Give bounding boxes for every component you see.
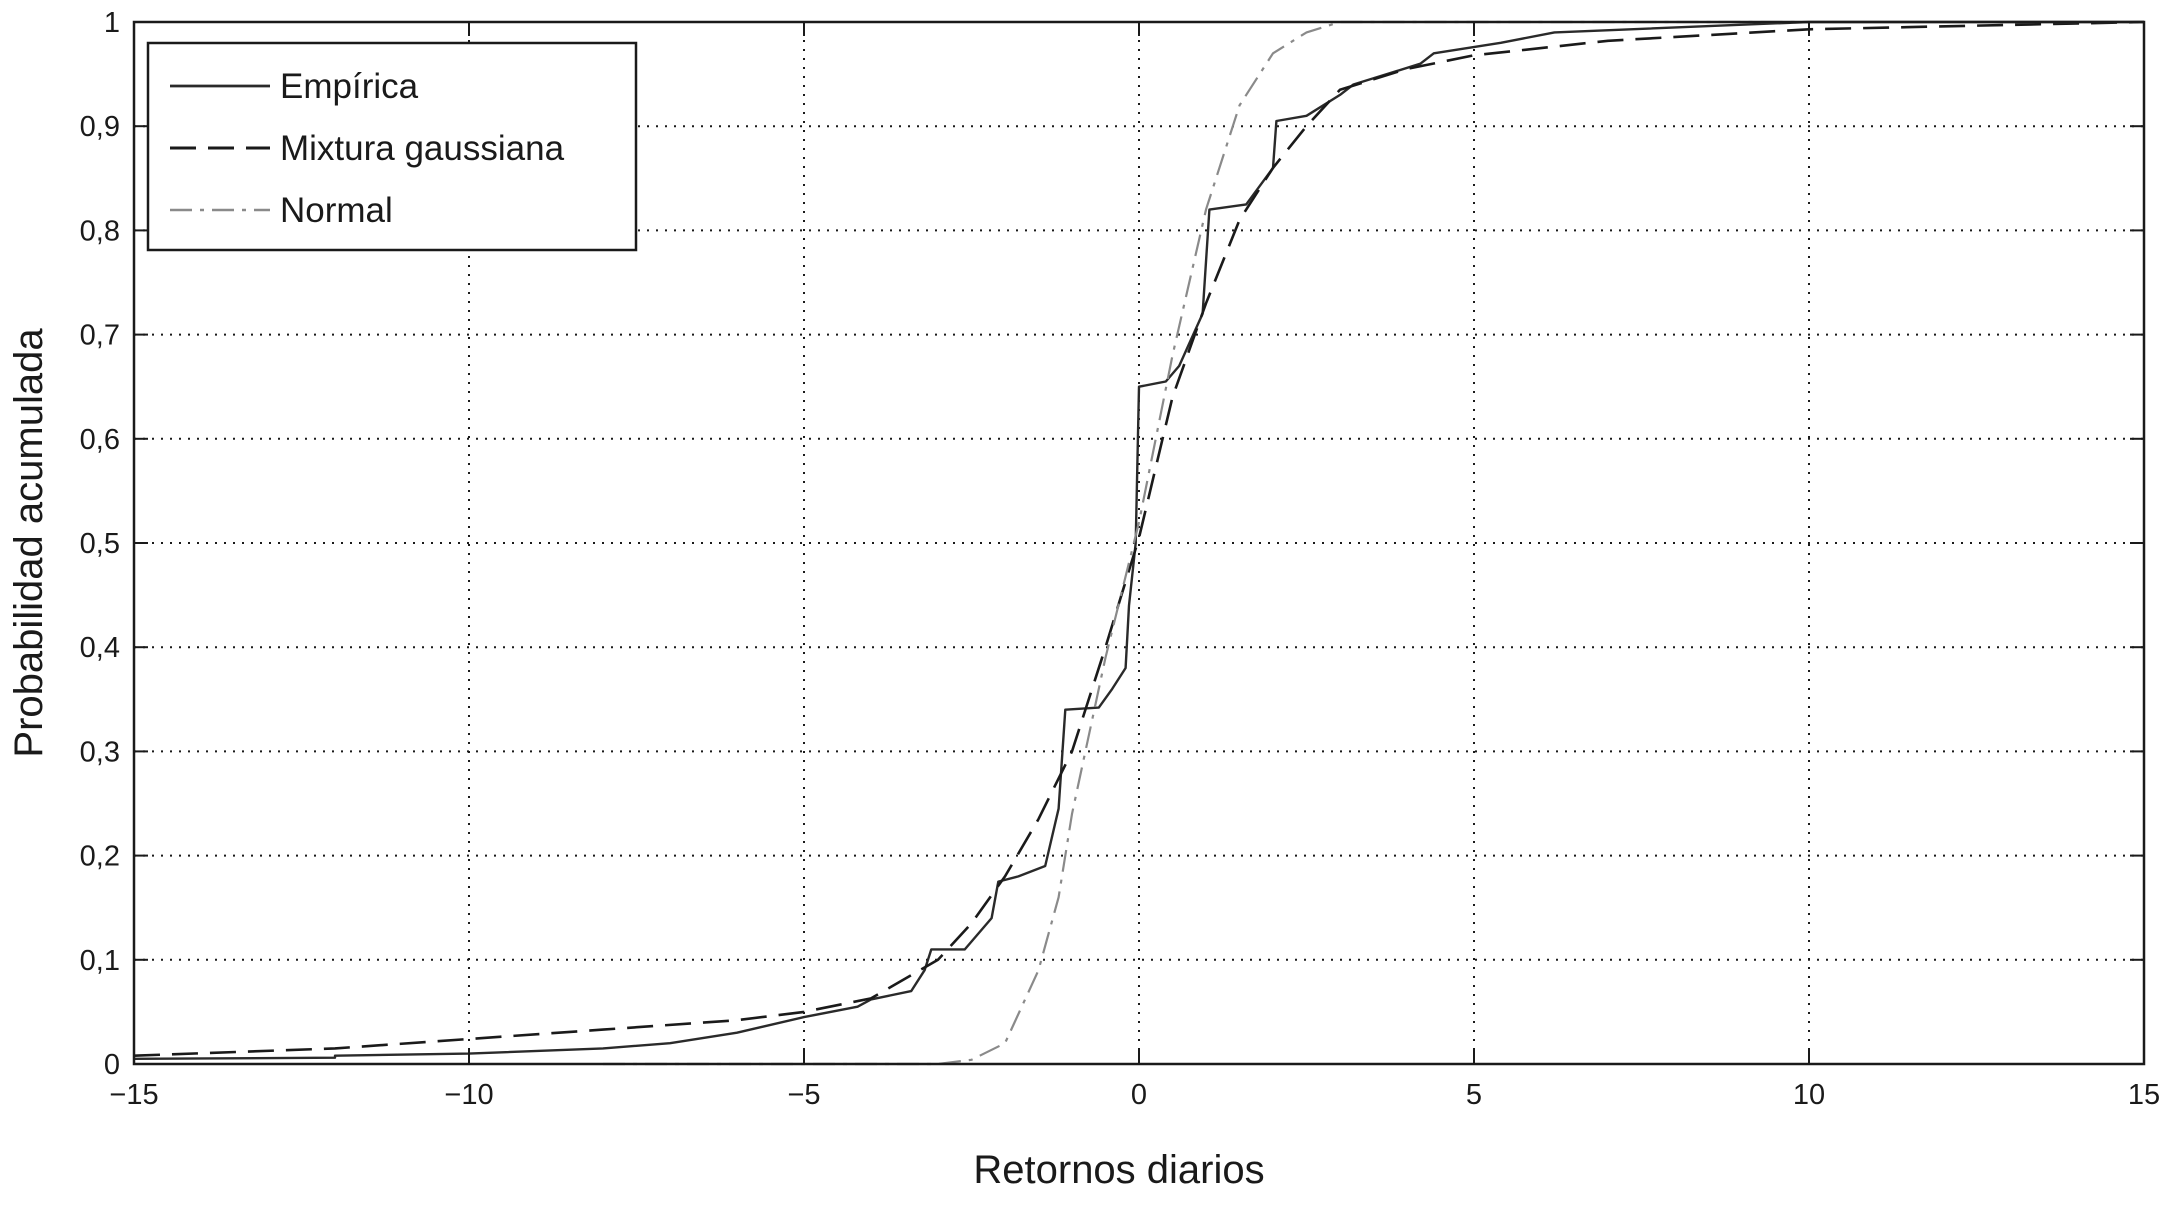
y-tick-label: 0,9 [80, 111, 120, 143]
legend: Empírica Mixtura gaussiana Normal [146, 41, 638, 252]
axis-ticks [133, 21, 2145, 1065]
series-lines [133, 20, 2145, 1066]
y-tick-label: 0,6 [80, 424, 120, 456]
x-tick-label: 5 [1466, 1079, 1482, 1111]
x-tick-label: −15 [109, 1079, 158, 1111]
y-tick-label: 0,1 [80, 945, 120, 977]
y-tick-label: 0 [104, 1049, 120, 1081]
y-tick-label: 0,7 [80, 320, 120, 352]
y-tick-label: 1 [104, 7, 120, 39]
x-tick-label: −5 [787, 1079, 820, 1111]
legend-label-0: Empírica [280, 67, 419, 106]
x-tick-label: 10 [1793, 1079, 1825, 1111]
y-tick-label: 0,8 [80, 215, 120, 247]
axis-labels: −15 −10 −5 0 5 10 15 0 0,1 0,2 0,3 0,4 0,5 0,6 0,7 0,8 0… [7, 7, 2160, 1192]
y-tick-label: 0,3 [80, 736, 120, 768]
y-tick-label: 0,5 [80, 528, 120, 560]
legend-label-2: Normal [280, 191, 393, 230]
series-line-2 [603, 20, 2144, 1066]
y-tick-label: 0,4 [80, 632, 120, 664]
x-axis-title: Retornos diarios [973, 1148, 1264, 1192]
legend-label-1: Mixtura gaussiana [280, 129, 565, 168]
y-axis-title: Probabilidad acumulada [7, 328, 51, 758]
x-tick-label: −10 [444, 1079, 493, 1111]
x-tick-label: 15 [2128, 1079, 2160, 1111]
y-tick-label: 0,2 [80, 841, 120, 873]
series-line-0 [133, 20, 2144, 1060]
x-tick-label: 0 [1131, 1079, 1147, 1111]
